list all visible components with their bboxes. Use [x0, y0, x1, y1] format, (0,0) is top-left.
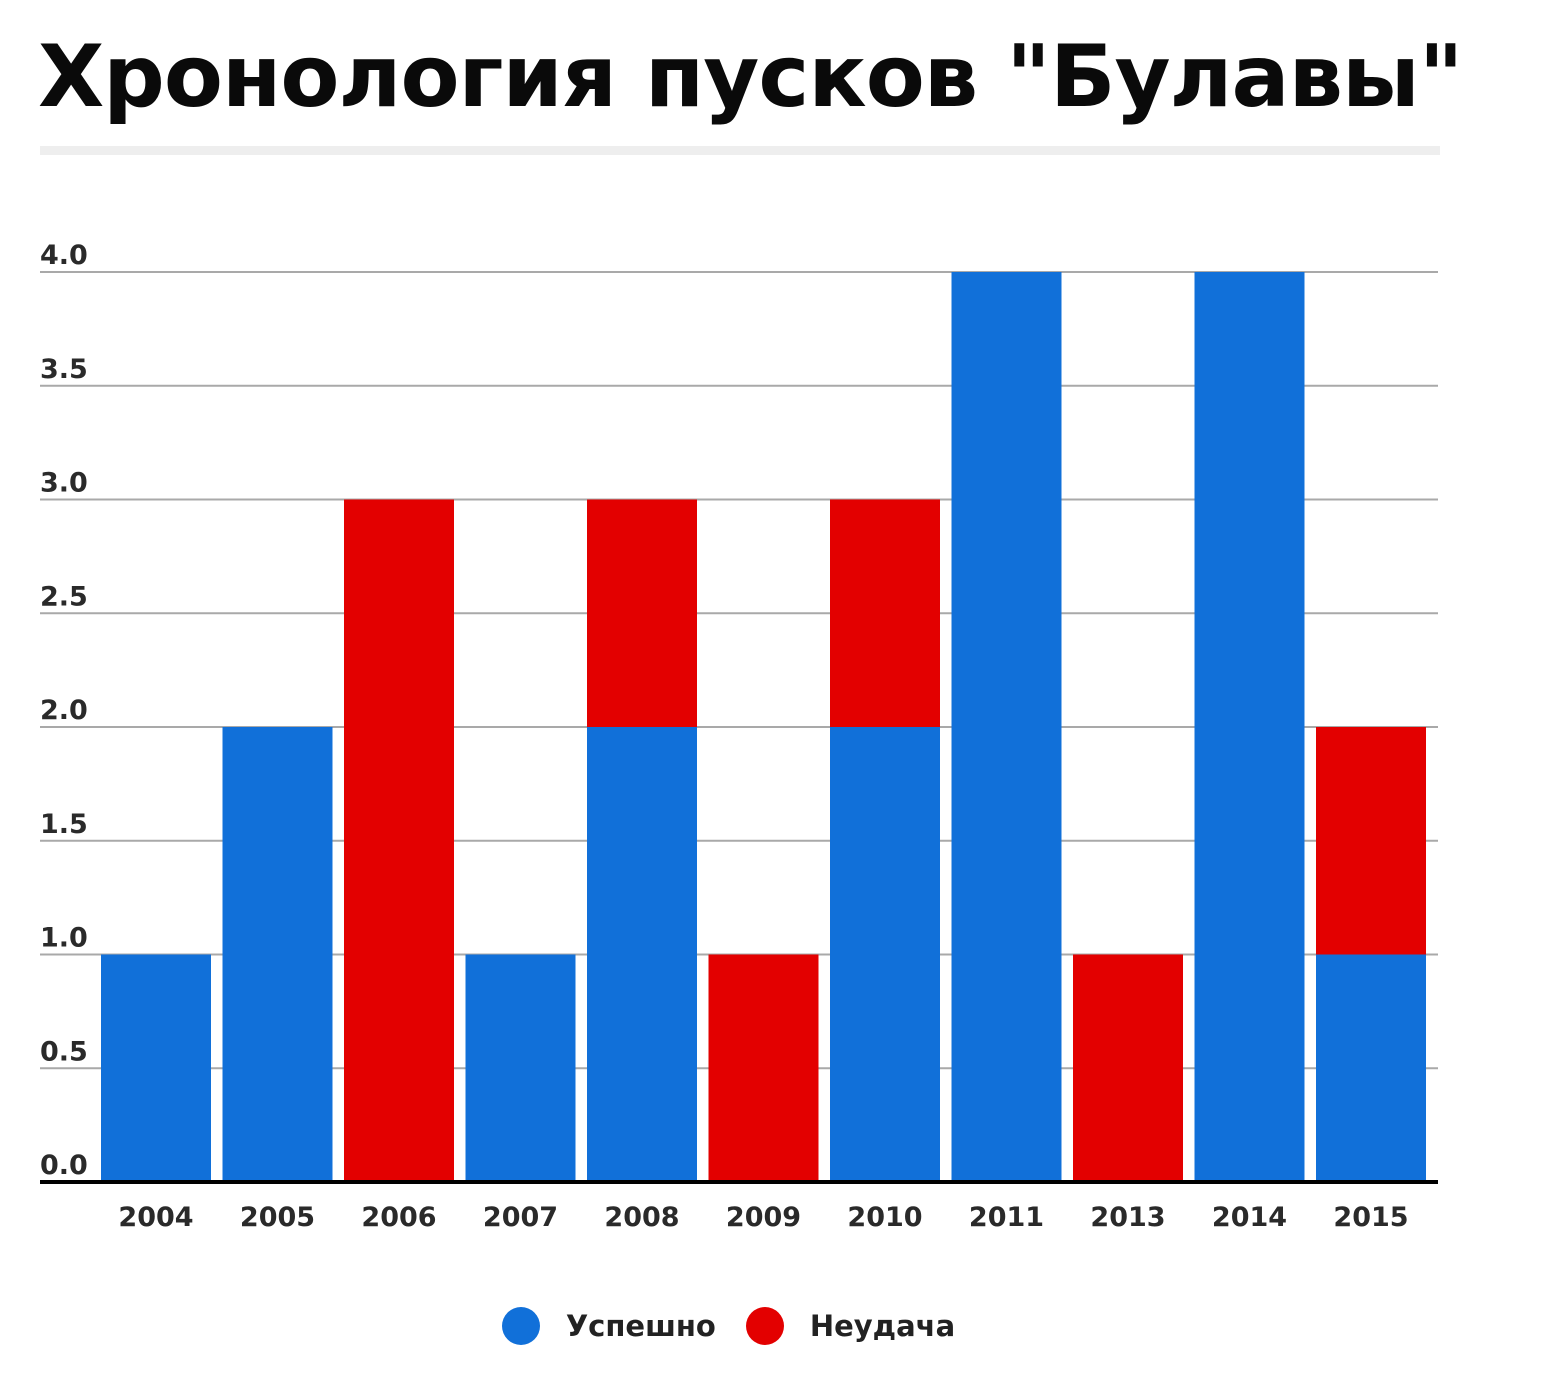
- x-tick-label-2014: 2014: [1212, 1202, 1287, 1233]
- x-tick-label-2011: 2011: [969, 1202, 1044, 1233]
- bar-failure-2010: [830, 499, 940, 727]
- x-tick-label-2010: 2010: [847, 1202, 922, 1233]
- y-tick-label-2: 1.0: [40, 923, 88, 954]
- legend: Успешно Неудача: [0, 1300, 1557, 1352]
- legend-label-failure: Неудача: [809, 1309, 956, 1343]
- bar-success-2015: [1316, 954, 1426, 1182]
- bar-failure-2013: [1073, 954, 1183, 1182]
- bar-failure-2006: [344, 499, 454, 1182]
- legend-swatch-success: [501, 1307, 540, 1345]
- bar-success-2014: [1194, 272, 1305, 1182]
- legend-swatch-failure: [745, 1307, 784, 1345]
- x-tick-label-2006: 2006: [361, 1202, 436, 1233]
- y-tick-label-3: 1.5: [40, 809, 88, 840]
- bar-failure-2008: [587, 499, 697, 727]
- x-tick-label-2004: 2004: [118, 1202, 193, 1233]
- bar-chart: 0.0 0.5 1.0 1.5 2.0 2.5 3.0 3.5 4.0 2004 2005 2006 2…: [40, 240, 1438, 1233]
- y-tick-label-0: 0.0: [40, 1150, 88, 1181]
- x-tick-label-2007: 2007: [483, 1202, 558, 1233]
- y-tick-label-7: 3.5: [40, 354, 88, 385]
- legend-label-success: Успешно: [565, 1309, 716, 1343]
- bar-failure-2015: [1316, 727, 1426, 955]
- legend-item-success: Успешно: [501, 1307, 716, 1345]
- x-tick-label-2009: 2009: [726, 1202, 801, 1233]
- bar-success-2004: [101, 954, 211, 1182]
- chart-title: Хронология пусков "Булавы": [38, 27, 1464, 127]
- bar-success-2008: [587, 727, 697, 1182]
- bar-success-2010: [830, 727, 940, 1182]
- bar-success-2011: [951, 272, 1062, 1182]
- y-tick-label-1: 0.5: [40, 1036, 88, 1067]
- bar-failure-2009: [708, 954, 819, 1182]
- bar-success-2007: [465, 954, 576, 1182]
- x-tick-label-2005: 2005: [240, 1202, 315, 1233]
- legend-item-failure: Неудача: [745, 1307, 956, 1345]
- x-tick-label-2013: 2013: [1090, 1202, 1165, 1233]
- y-tick-label-8: 4.0: [40, 240, 88, 271]
- x-tick-label-2008: 2008: [604, 1202, 679, 1233]
- x-tick-label-2015: 2015: [1333, 1202, 1408, 1233]
- y-tick-label-5: 2.5: [40, 581, 88, 612]
- y-tick-label-4: 2.0: [40, 695, 88, 726]
- y-tick-label-6: 3.0: [40, 468, 88, 499]
- title-divider: [40, 146, 1440, 155]
- bar-success-2005: [222, 727, 333, 1182]
